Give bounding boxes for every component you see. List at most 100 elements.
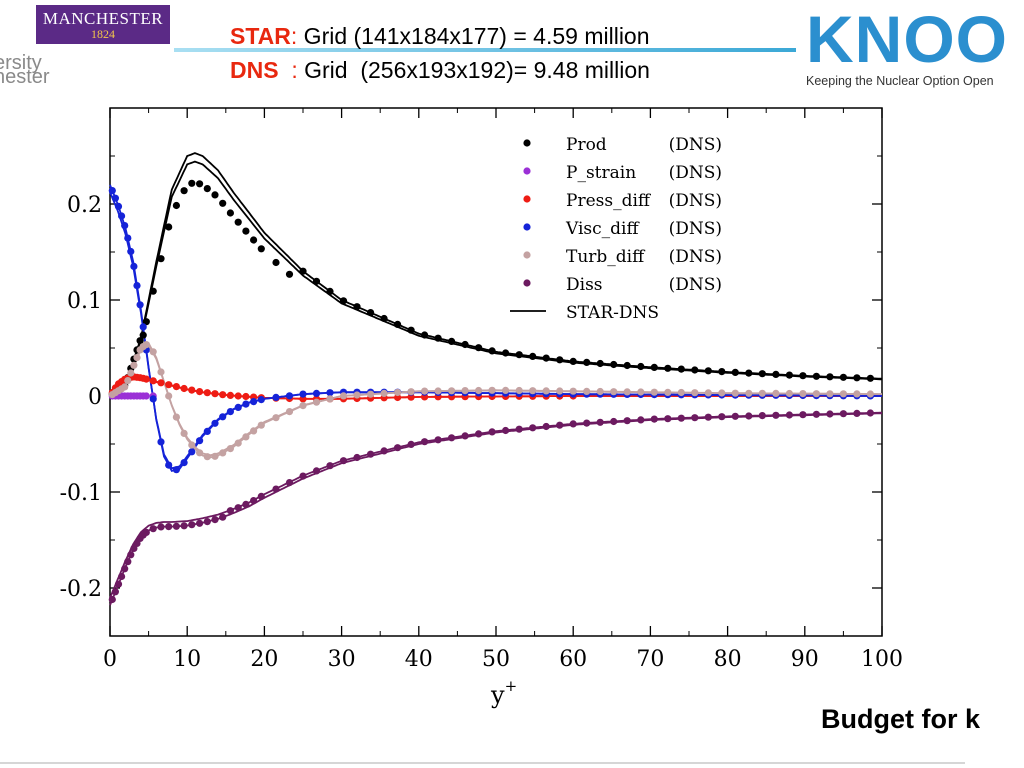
axis-ticks <box>109 107 883 637</box>
dns-point-turb_diff <box>461 387 469 395</box>
dns-point-diss <box>421 438 429 446</box>
dns-point-prod <box>380 314 388 323</box>
dns-point-prod <box>285 270 294 278</box>
dns-point-prod <box>475 344 483 352</box>
dns-point-turb_diff <box>569 387 577 395</box>
dns-point-turb_diff <box>353 391 361 399</box>
dns-point-prod <box>502 349 510 357</box>
knoo-logo: KNOO <box>806 2 1008 76</box>
legend-suffix: (DNS) <box>669 275 722 295</box>
star-curve-visc_diff <box>109 191 882 470</box>
legend-suffix: (DNS) <box>669 191 722 211</box>
dns-point-diss <box>257 492 265 500</box>
dns-point-press_diff <box>142 375 150 383</box>
dns-point-turb_diff <box>394 388 402 397</box>
dns-point-prod <box>556 356 564 364</box>
dns-point-diss <box>407 440 415 448</box>
legend-label: P_strain <box>566 163 636 183</box>
dns-point-visc_diff <box>257 396 265 404</box>
dns-point-press_diff <box>149 377 157 385</box>
dns-point-prod <box>677 365 685 373</box>
dns-point-diss <box>203 518 211 526</box>
dns-point-turb_diff <box>203 453 211 461</box>
dns-point-prod <box>165 223 173 231</box>
dns-point-visc_diff <box>111 194 119 202</box>
dns-point-diss <box>121 565 129 573</box>
dns-point-turb_diff <box>853 390 861 398</box>
dns-point-diss <box>165 523 173 531</box>
dns-point-visc_diff <box>180 459 188 467</box>
plot-frame <box>109 107 883 637</box>
dns-point-press_diff <box>165 381 173 389</box>
dns-point-turb_diff <box>285 408 294 416</box>
dns-point-diss <box>219 513 227 521</box>
dns-point-diss <box>149 525 157 533</box>
dns-point-turb_diff <box>142 341 150 349</box>
dns-point-prod <box>448 337 456 345</box>
legend-suffix: (DNS) <box>669 247 722 267</box>
dns-point-diss <box>242 500 250 508</box>
dns-grid-line: DNS : Grid (256x193x192)= 9.48 million <box>230 57 650 84</box>
dns-point-visc_diff <box>139 323 147 331</box>
x-tick-label: 20 <box>250 647 278 672</box>
dns-point-press_diff <box>394 393 402 402</box>
dns-point-diss <box>250 497 258 505</box>
chart-legend: Prod (DNS) P_strain (DNS) Press_diff (DNS) Vis… <box>510 135 722 323</box>
dns-point-turb_diff <box>596 387 604 396</box>
dns-point-diss <box>285 479 294 487</box>
star-curve-turb_diff <box>109 341 882 459</box>
dns-point-turb_diff <box>219 449 227 457</box>
dns-point-turb_diff <box>677 388 685 397</box>
dns-point-diss <box>623 417 631 425</box>
dns-point-diss <box>326 462 334 470</box>
dns-point-visc_diff <box>234 403 242 411</box>
star-grid-text: Grid (141x184x177) = 4.59 million <box>297 23 650 49</box>
dns-point-visc_diff <box>242 400 250 408</box>
dns-point-turb_diff <box>367 390 375 398</box>
dns-point-turb_diff <box>180 429 188 437</box>
dns-point-turb_diff <box>866 390 875 398</box>
dns-point-diss <box>339 457 348 465</box>
dns-point-diss <box>826 410 834 418</box>
dns-point-turb_diff <box>758 389 766 397</box>
dns-point-visc_diff <box>299 390 307 398</box>
dns-point-diss <box>111 588 119 596</box>
dns-point-diss <box>785 411 794 419</box>
dns-point-turb_diff <box>130 361 138 369</box>
dns-point-prod <box>242 227 250 235</box>
dns-point-diss <box>677 414 685 422</box>
dns-point-turb_diff <box>172 413 180 421</box>
dns-point-turb_diff <box>188 441 196 449</box>
star-label: STAR <box>230 23 291 49</box>
y-tick-label: 0.2 <box>67 193 102 218</box>
dns-point-diss <box>114 580 123 588</box>
dns-point-prod <box>407 326 415 334</box>
dns-point-turb_diff <box>407 388 415 396</box>
dns-label: DNS <box>230 57 279 83</box>
dns-point-prod <box>812 372 821 380</box>
dns-point-turb_diff <box>502 386 510 394</box>
manchester-logo-name: MANCHESTER <box>42 9 164 28</box>
dns-point-visc_diff <box>272 393 280 401</box>
dns-point-diss <box>853 409 861 417</box>
dns-point-turb_diff <box>650 388 658 396</box>
dns-point-diss <box>610 417 618 426</box>
dns-point-diss <box>394 444 402 452</box>
dns-point-diss <box>353 453 361 462</box>
dns-point-prod <box>799 372 807 380</box>
dns-point-turb_diff <box>799 390 807 398</box>
dns-point-turb_diff <box>124 377 132 385</box>
dns-point-turb_diff <box>488 386 496 394</box>
x-axis-label: y+ <box>490 677 517 709</box>
dns-point-visc_diff <box>250 398 258 406</box>
dns-point-prod <box>272 258 280 267</box>
dns-point-visc_diff <box>108 187 116 195</box>
dns-point-prod <box>136 337 144 345</box>
star-curve-visc_diff <box>109 184 882 472</box>
dns-point-diss <box>142 528 150 537</box>
header-divider <box>174 48 796 52</box>
dns-point-prod <box>691 366 699 374</box>
dns-point-turb_diff <box>299 402 307 410</box>
dns-point-diss <box>196 519 204 527</box>
dns-point-diss <box>188 521 196 529</box>
